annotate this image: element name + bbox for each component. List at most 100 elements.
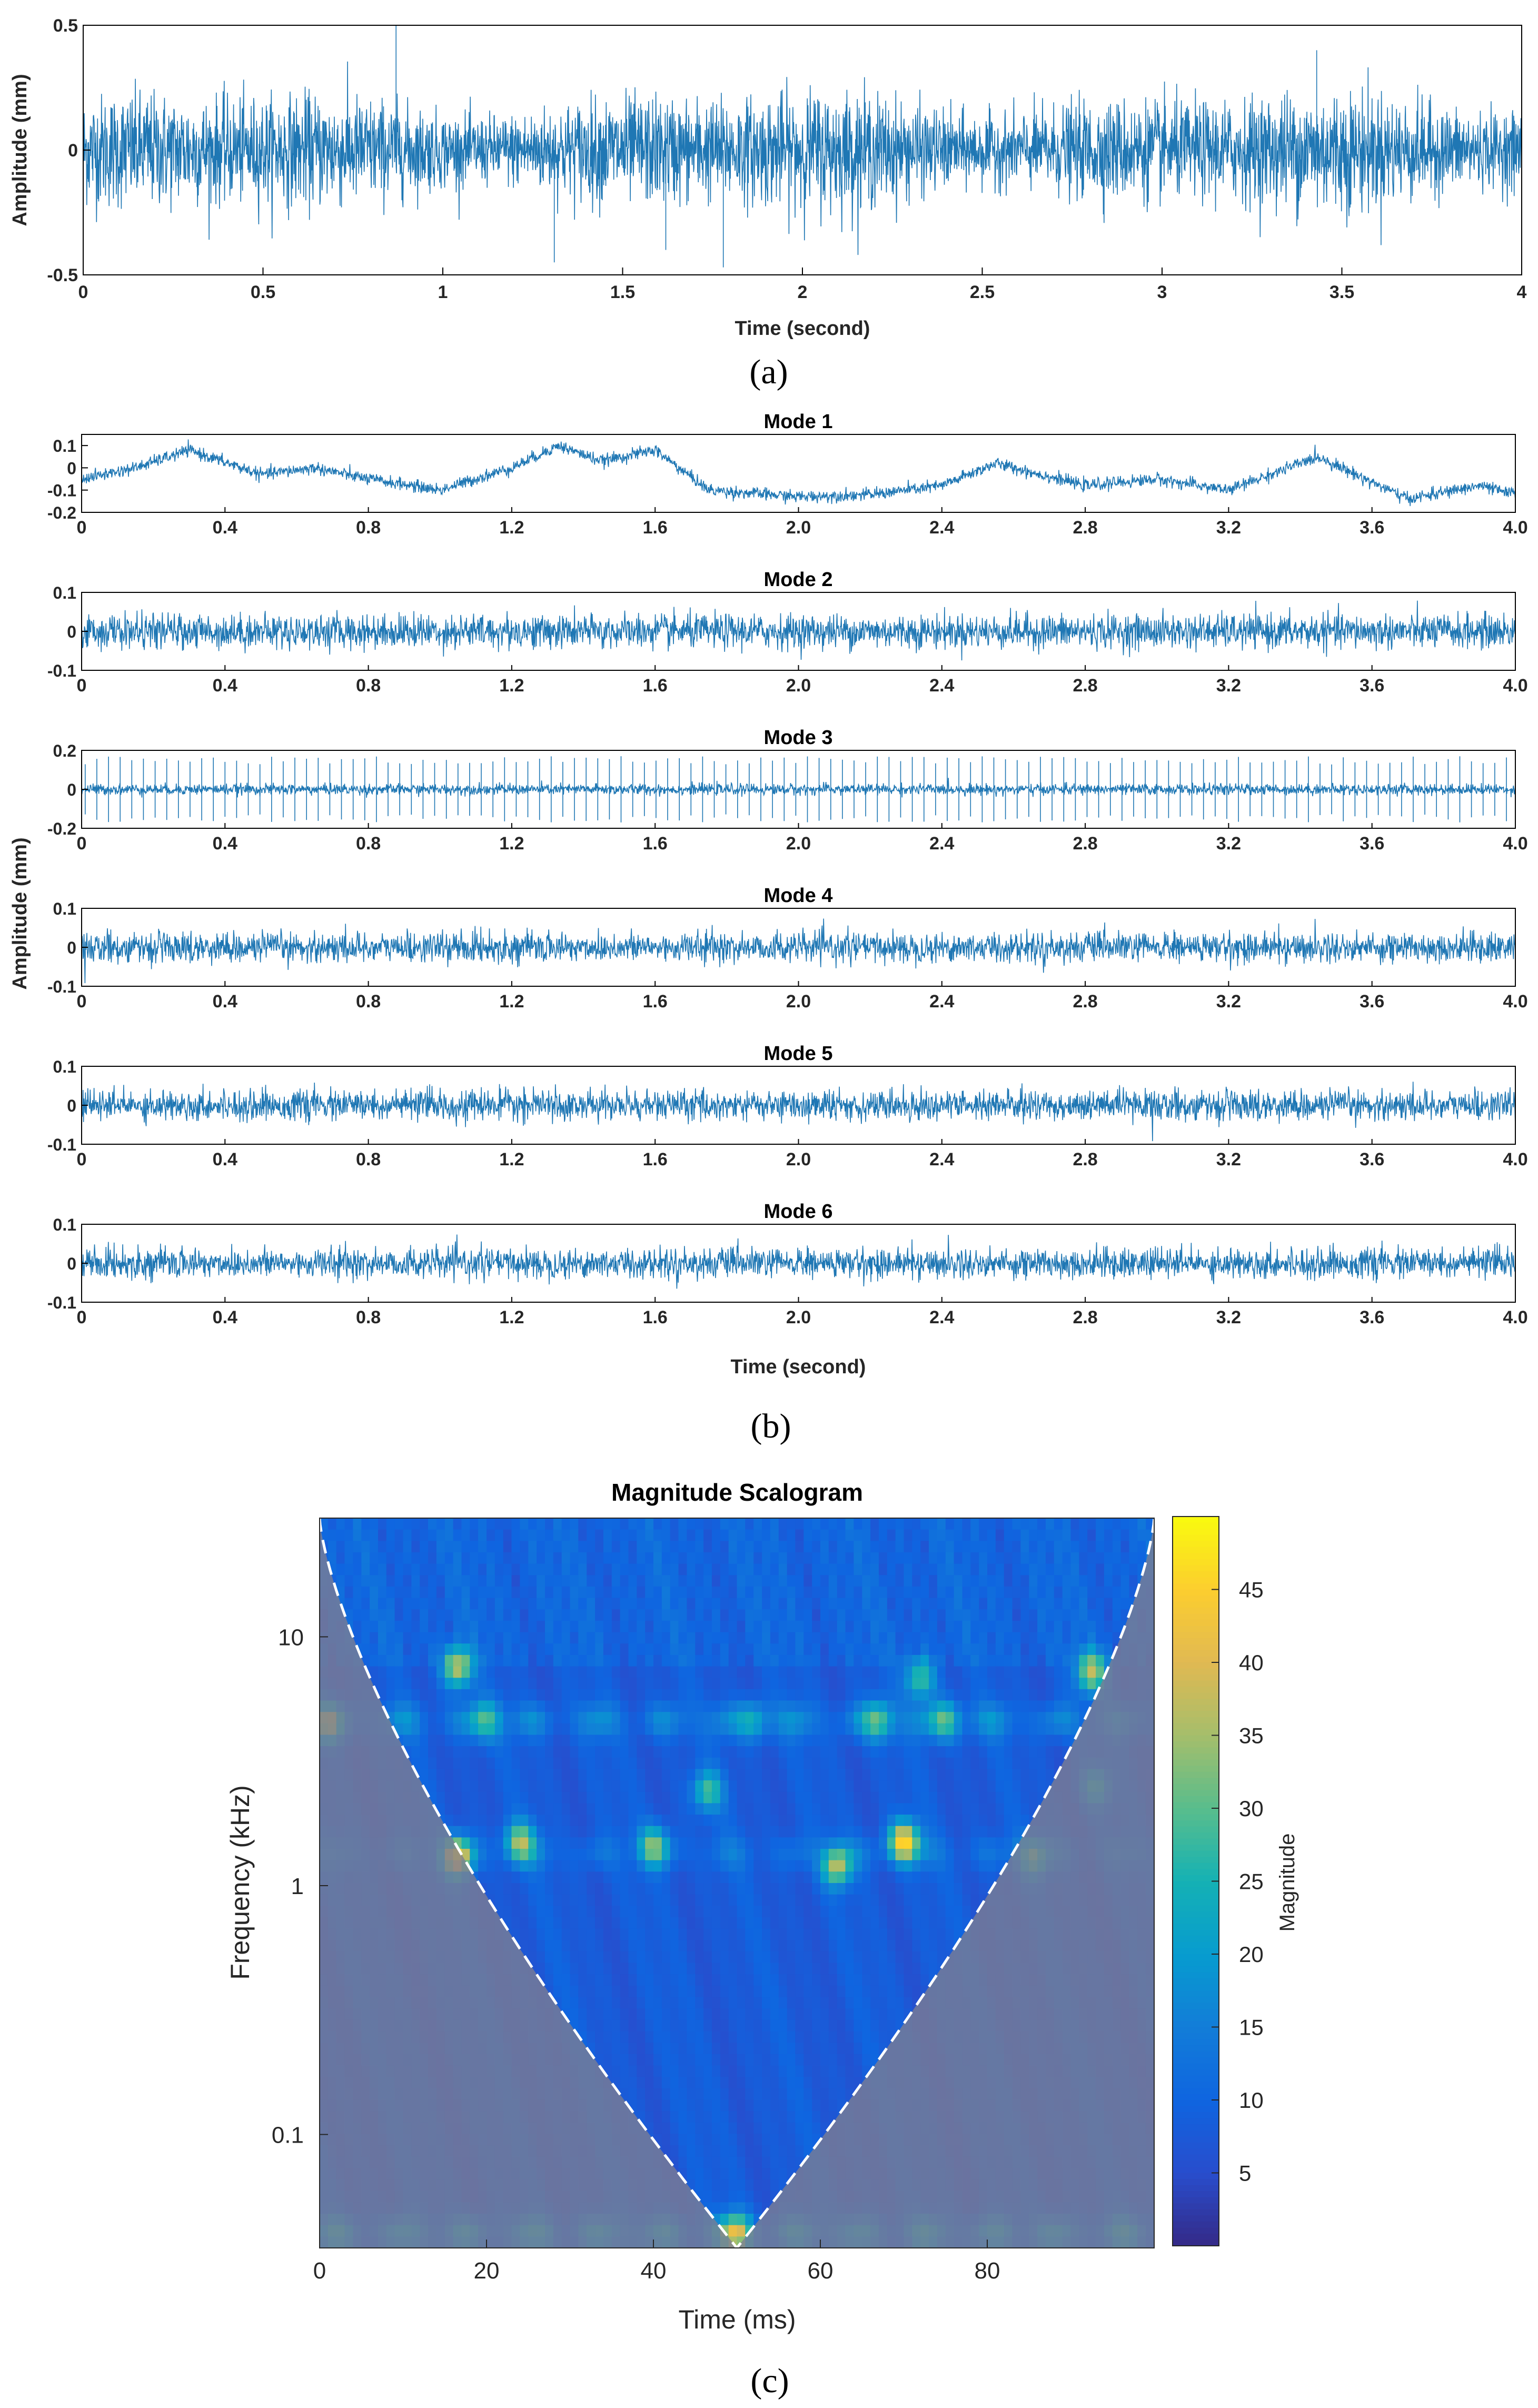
scalogram-cell: [620, 1518, 629, 1530]
scalogram-cell: [645, 1974, 654, 1986]
scalogram-cell: [461, 1735, 471, 1747]
scalogram-cell: [778, 1723, 788, 1736]
scalogram-cell: [595, 1769, 604, 1781]
scalogram-cell: [703, 2031, 712, 2043]
scalogram-cell: [653, 1849, 662, 1861]
scalogram-cell: [1020, 1529, 1029, 1542]
scalogram-cell: [461, 1791, 471, 1804]
scalogram-cell: [870, 1678, 879, 1690]
scalogram-cell: [637, 1974, 646, 1986]
scalogram-cell: [570, 1552, 579, 1564]
scalogram-cell: [653, 1769, 662, 1781]
scalogram-cell: [820, 2019, 829, 2032]
scalogram-cell: [787, 1598, 796, 1610]
scalogram-cell: [570, 1826, 579, 1838]
scalogram-cell: [578, 2008, 587, 2020]
scalogram-cell: [862, 1712, 871, 1724]
scalogram-cell: [1029, 1678, 1038, 1690]
scalogram-cell: [828, 1815, 838, 1827]
scalogram-cell: [879, 1541, 888, 1553]
scalogram-cell: [1012, 1529, 1021, 1542]
scalogram-cell: [753, 1563, 762, 1576]
scalogram-cell: [753, 1654, 762, 1667]
scalogram-cell: [870, 1860, 879, 1872]
scalogram-cell: [887, 1700, 896, 1712]
scalogram-cell: [503, 1791, 512, 1804]
scalogram-cell: [895, 1803, 905, 1815]
scalogram-cell: [762, 1563, 771, 1576]
scalogram-cell: [428, 1632, 437, 1644]
mode-1-xtick-label: 0.4: [213, 518, 237, 538]
scalogram-cell: [520, 1815, 529, 1827]
scalogram-cell: [887, 1643, 896, 1656]
scalogram-cell: [770, 1791, 779, 1804]
scalogram-cell: [453, 1620, 462, 1633]
scalogram-cell: [845, 1940, 855, 1952]
scalogram-cell: [611, 1654, 621, 1667]
scalogram-cell: [595, 1518, 604, 1530]
scalogram-cell: [753, 1735, 762, 1747]
scalogram-cell: [920, 1689, 929, 1701]
scalogram-cell: [887, 1723, 896, 1736]
scalogram-cell: [478, 1541, 487, 1553]
scalogram-cell: [553, 1620, 562, 1633]
scalogram-cell: [695, 1654, 704, 1667]
mode-3-xtick-label: 1.2: [499, 834, 524, 854]
scalogram-cell: [603, 1894, 612, 1907]
mode-1-ytick-label: -0.1: [47, 481, 76, 500]
scalogram-cell: [511, 1563, 521, 1576]
scalogram-cell: [895, 1712, 905, 1724]
scalogram-cell: [453, 1575, 462, 1587]
scalogram-cell: [895, 1598, 905, 1610]
scalogram-cell: [762, 1906, 771, 1918]
scalogram-cell: [945, 1940, 955, 1952]
scalogram-cell: [595, 1632, 604, 1644]
scalogram-cell: [545, 1643, 554, 1656]
mode-4-xtick-label: 1.2: [499, 992, 524, 1012]
scalogram-cell: [661, 1974, 671, 1986]
scalogram-cell: [979, 1826, 988, 1838]
scalogram-cell: [478, 1860, 487, 1872]
scalogram-cell: [570, 1963, 579, 1975]
scalogram-cell: [995, 1735, 1005, 1747]
scalogram-cell: [745, 1928, 754, 1941]
scalogram-cell: [537, 1541, 545, 1553]
mode-5-xtick-label: 2.8: [1073, 1150, 1097, 1170]
scalogram-cell: [595, 1609, 604, 1621]
scalogram-cell: [753, 1985, 762, 1998]
scalogram-cell: [737, 1654, 746, 1667]
scalogram-cell: [1062, 1723, 1071, 1736]
scalogram-cell: [720, 1654, 729, 1667]
scalogram-cell: [703, 1985, 712, 1998]
scalogram-cell: [587, 2019, 596, 2032]
scalogram-cell: [937, 1678, 946, 1690]
scalogram-cell: [561, 1529, 571, 1542]
scalogram-cell: [620, 1928, 629, 1941]
scalogram-cell: [995, 1815, 1005, 1827]
scalogram-cell: [778, 1746, 788, 1758]
scalogram-cell: [545, 1894, 554, 1907]
scalogram-cell: [845, 1598, 855, 1610]
scalogram-cell: [494, 1780, 504, 1792]
scalogram-cell: [695, 1826, 704, 1838]
scalogram-cell: [511, 1917, 521, 1929]
scalogram-cell: [561, 1906, 571, 1918]
scalogram-cell: [595, 2008, 604, 2020]
scalogram-cell: [620, 1609, 629, 1621]
scalogram-cell: [737, 1666, 746, 1678]
scalogram-cell: [503, 1678, 512, 1690]
scalogram-cell: [745, 1541, 754, 1553]
scalogram-cell: [728, 1552, 738, 1564]
scalogram-cell: [687, 1871, 696, 1884]
scalogram-cell: [854, 1883, 862, 1895]
scalogram-cell: [645, 1678, 654, 1690]
scalogram-cell: [920, 1837, 929, 1849]
scalogram-cell: [511, 1815, 521, 1827]
scalogram-cell: [603, 1666, 612, 1678]
scalogram-cell: [820, 1689, 829, 1701]
scalogram-cell: [728, 1791, 738, 1804]
scalogram-cell: [737, 1906, 746, 1918]
scalogram-cell: [795, 1563, 804, 1576]
scalogram-cell: [895, 1632, 905, 1644]
scalogram-cell: [478, 1586, 487, 1599]
